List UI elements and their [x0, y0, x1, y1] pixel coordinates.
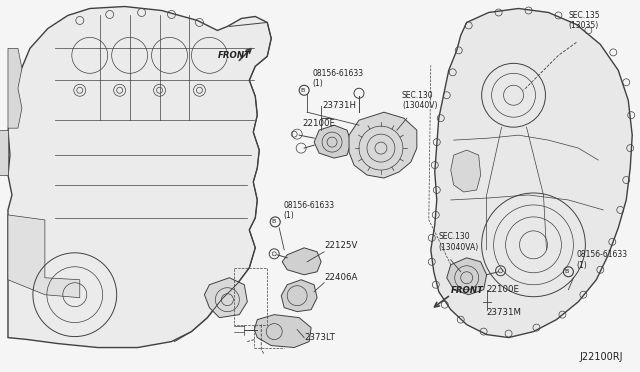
- Polygon shape: [447, 258, 486, 295]
- Text: B: B: [271, 219, 275, 224]
- Text: J22100RJ: J22100RJ: [580, 352, 623, 362]
- Text: 22125V: 22125V: [324, 241, 358, 250]
- Polygon shape: [282, 248, 321, 275]
- Text: 22100E: 22100E: [486, 285, 520, 294]
- Polygon shape: [281, 280, 317, 312]
- Text: FRONT: FRONT: [218, 51, 250, 60]
- Polygon shape: [349, 112, 417, 178]
- Text: 23731H: 23731H: [322, 101, 356, 110]
- Polygon shape: [254, 315, 311, 347]
- Polygon shape: [8, 48, 22, 128]
- Text: 08156-61633
(1): 08156-61633 (1): [577, 250, 627, 270]
- Polygon shape: [314, 125, 351, 158]
- Text: SEC.130
(13040VA): SEC.130 (13040VA): [439, 232, 479, 252]
- Polygon shape: [8, 6, 271, 347]
- Text: 22406A: 22406A: [324, 273, 358, 282]
- Polygon shape: [8, 215, 80, 298]
- Text: SEC.135
(13035): SEC.135 (13035): [568, 11, 600, 31]
- Text: 23731M: 23731M: [486, 308, 522, 317]
- Text: FRONT: FRONT: [451, 286, 484, 295]
- Polygon shape: [0, 130, 8, 175]
- Polygon shape: [204, 278, 247, 318]
- Text: B: B: [564, 269, 568, 274]
- Text: 08156-61633
(1): 08156-61633 (1): [312, 69, 364, 88]
- Polygon shape: [431, 9, 632, 337]
- Polygon shape: [451, 150, 481, 192]
- Text: 2373LT: 2373LT: [304, 333, 335, 341]
- Text: 08156-61633
(1): 08156-61633 (1): [284, 201, 334, 220]
- Text: SEC.130
(13040V): SEC.130 (13040V): [402, 91, 437, 110]
- Text: B: B: [300, 88, 304, 93]
- Text: 22100E: 22100E: [302, 119, 335, 128]
